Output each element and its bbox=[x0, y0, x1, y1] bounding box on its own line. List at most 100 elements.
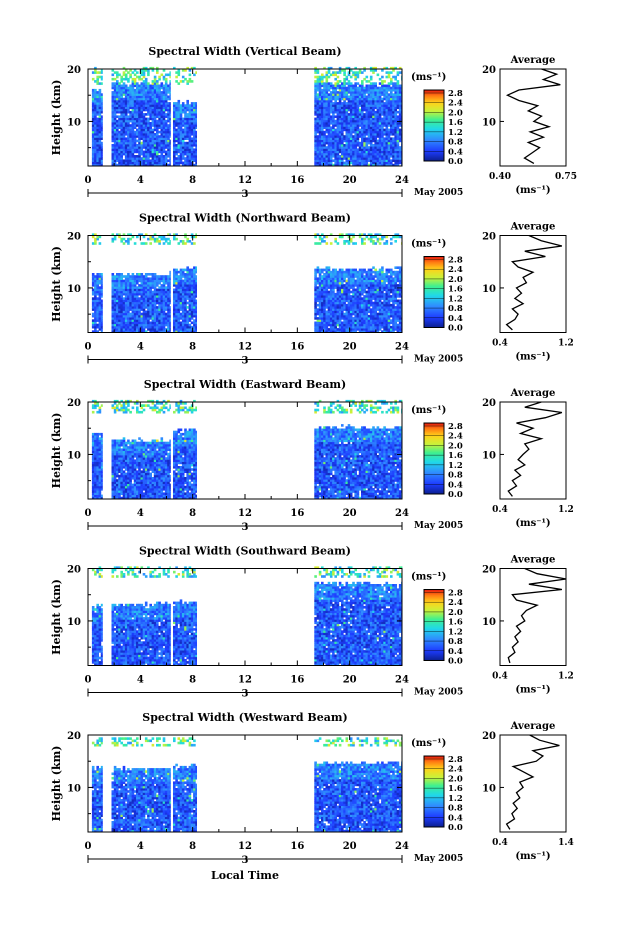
heatmap-cell bbox=[162, 75, 166, 79]
heatmap-cell bbox=[147, 122, 150, 125]
heatmap-cell bbox=[160, 157, 164, 160]
heatmap-cell bbox=[138, 152, 141, 156]
heatmap-cell bbox=[195, 130, 197, 134]
heatmap-cell bbox=[383, 80, 386, 83]
heatmap-cell bbox=[151, 97, 155, 101]
heatmap-cell bbox=[332, 268, 335, 272]
heatmap-cell bbox=[138, 161, 141, 165]
heatmap-cell bbox=[122, 86, 126, 90]
heatmap-cell bbox=[158, 93, 161, 96]
heatmap-cell bbox=[167, 163, 170, 167]
heatmap-cell bbox=[158, 91, 161, 94]
heatmap-cell bbox=[142, 146, 146, 149]
heatmap-cell bbox=[195, 266, 197, 269]
heatmap-cell bbox=[113, 113, 117, 116]
heatmap-cell bbox=[136, 91, 139, 94]
heatmap-cell bbox=[129, 104, 132, 107]
heatmap-cell bbox=[116, 157, 119, 160]
heatmap-cell bbox=[94, 113, 97, 116]
heatmap-cell bbox=[129, 88, 132, 92]
heatmap-cell bbox=[98, 119, 102, 123]
heatmap-cell bbox=[149, 148, 152, 151]
heatmap-cell bbox=[151, 113, 155, 116]
heatmap-cell bbox=[164, 115, 168, 118]
heatmap-cell bbox=[94, 237, 97, 241]
heatmap-cell bbox=[96, 137, 99, 140]
heatmap-cell bbox=[98, 139, 102, 143]
heatmap-cell bbox=[120, 141, 123, 145]
heatmap-cell bbox=[118, 148, 121, 151]
heatmap-cell bbox=[124, 146, 128, 149]
heatmap-cell bbox=[195, 275, 197, 278]
heatmap-cell bbox=[142, 95, 146, 99]
heatmap-cell bbox=[153, 86, 157, 90]
heatmap-cell bbox=[122, 104, 126, 107]
heatmap-cell bbox=[127, 155, 130, 158]
heatmap-cell bbox=[147, 88, 150, 92]
colorbar-unit: (ms⁻¹) bbox=[411, 72, 446, 83]
heatmap-cell bbox=[100, 150, 103, 154]
heatmap-cell bbox=[144, 77, 148, 81]
heatmap-cell bbox=[131, 119, 135, 123]
heatmap-cell bbox=[116, 108, 119, 112]
heatmap-cell bbox=[158, 95, 161, 99]
heatmap-cell bbox=[147, 159, 150, 162]
heatmap-cell bbox=[149, 88, 152, 92]
heatmap-cell bbox=[122, 110, 126, 114]
heatmap-cell bbox=[138, 297, 141, 300]
heatmap-cell bbox=[100, 299, 103, 303]
heatmap-cell bbox=[129, 139, 132, 143]
heatmap-cell bbox=[94, 275, 97, 278]
heatmap-cell bbox=[122, 88, 126, 92]
heatmap-cell bbox=[111, 237, 115, 241]
heatmap-cell bbox=[116, 152, 119, 156]
heatmap-cell bbox=[138, 273, 141, 276]
heatmap-cell bbox=[164, 286, 168, 289]
heatmap-cell bbox=[124, 95, 128, 99]
heatmap-cell bbox=[120, 86, 123, 90]
heatmap-cell bbox=[131, 88, 135, 92]
heatmap-cell bbox=[122, 71, 126, 74]
heatmap-cell bbox=[118, 150, 121, 154]
heatmap-cell bbox=[100, 75, 103, 79]
heatmap-cell bbox=[151, 146, 155, 149]
heatmap-cell bbox=[100, 159, 103, 162]
heatmap-cell bbox=[160, 91, 164, 94]
heatmap-cell bbox=[147, 161, 150, 165]
heatmap-cell bbox=[133, 139, 137, 143]
heatmap-cell bbox=[162, 88, 166, 92]
heatmap-cell bbox=[94, 97, 97, 101]
heatmap-cell bbox=[138, 84, 141, 88]
heatmap-cell bbox=[98, 106, 102, 110]
heatmap-cell bbox=[136, 124, 139, 127]
heatmap-cell bbox=[164, 97, 168, 101]
heatmap-cell bbox=[113, 133, 117, 136]
heatmap-cell bbox=[111, 122, 115, 125]
heatmap-cell bbox=[138, 115, 141, 118]
heatmap-cell bbox=[138, 159, 141, 162]
panel-title: Spectral Width (Northward Beam) bbox=[139, 212, 351, 225]
heatmap-cell bbox=[131, 117, 135, 121]
heatmap-cell bbox=[94, 150, 97, 154]
heatmap-cell bbox=[94, 115, 97, 118]
heatmap-cell bbox=[113, 141, 117, 145]
heatmap-cell bbox=[133, 69, 137, 72]
heatmap-cell bbox=[144, 66, 148, 70]
heatmap-cell bbox=[131, 124, 135, 127]
heatmap-cell bbox=[167, 115, 170, 118]
heatmap-cell bbox=[131, 163, 135, 167]
heatmap-cell bbox=[127, 102, 130, 105]
heatmap-cell bbox=[138, 128, 141, 132]
heatmap-cell bbox=[147, 141, 150, 145]
heatmap-cell bbox=[138, 163, 141, 167]
heatmap-cell bbox=[387, 93, 391, 96]
heatmap-cell bbox=[94, 66, 97, 70]
heatmap-cell bbox=[164, 152, 168, 156]
heatmap-cell bbox=[169, 128, 171, 132]
heatmap-cell bbox=[181, 75, 185, 79]
heatmap-cell bbox=[118, 141, 121, 145]
heatmap-cell bbox=[111, 133, 115, 136]
heatmap-cell bbox=[118, 73, 121, 77]
heatmap-cell bbox=[158, 113, 161, 116]
heatmap-cell bbox=[113, 124, 117, 127]
